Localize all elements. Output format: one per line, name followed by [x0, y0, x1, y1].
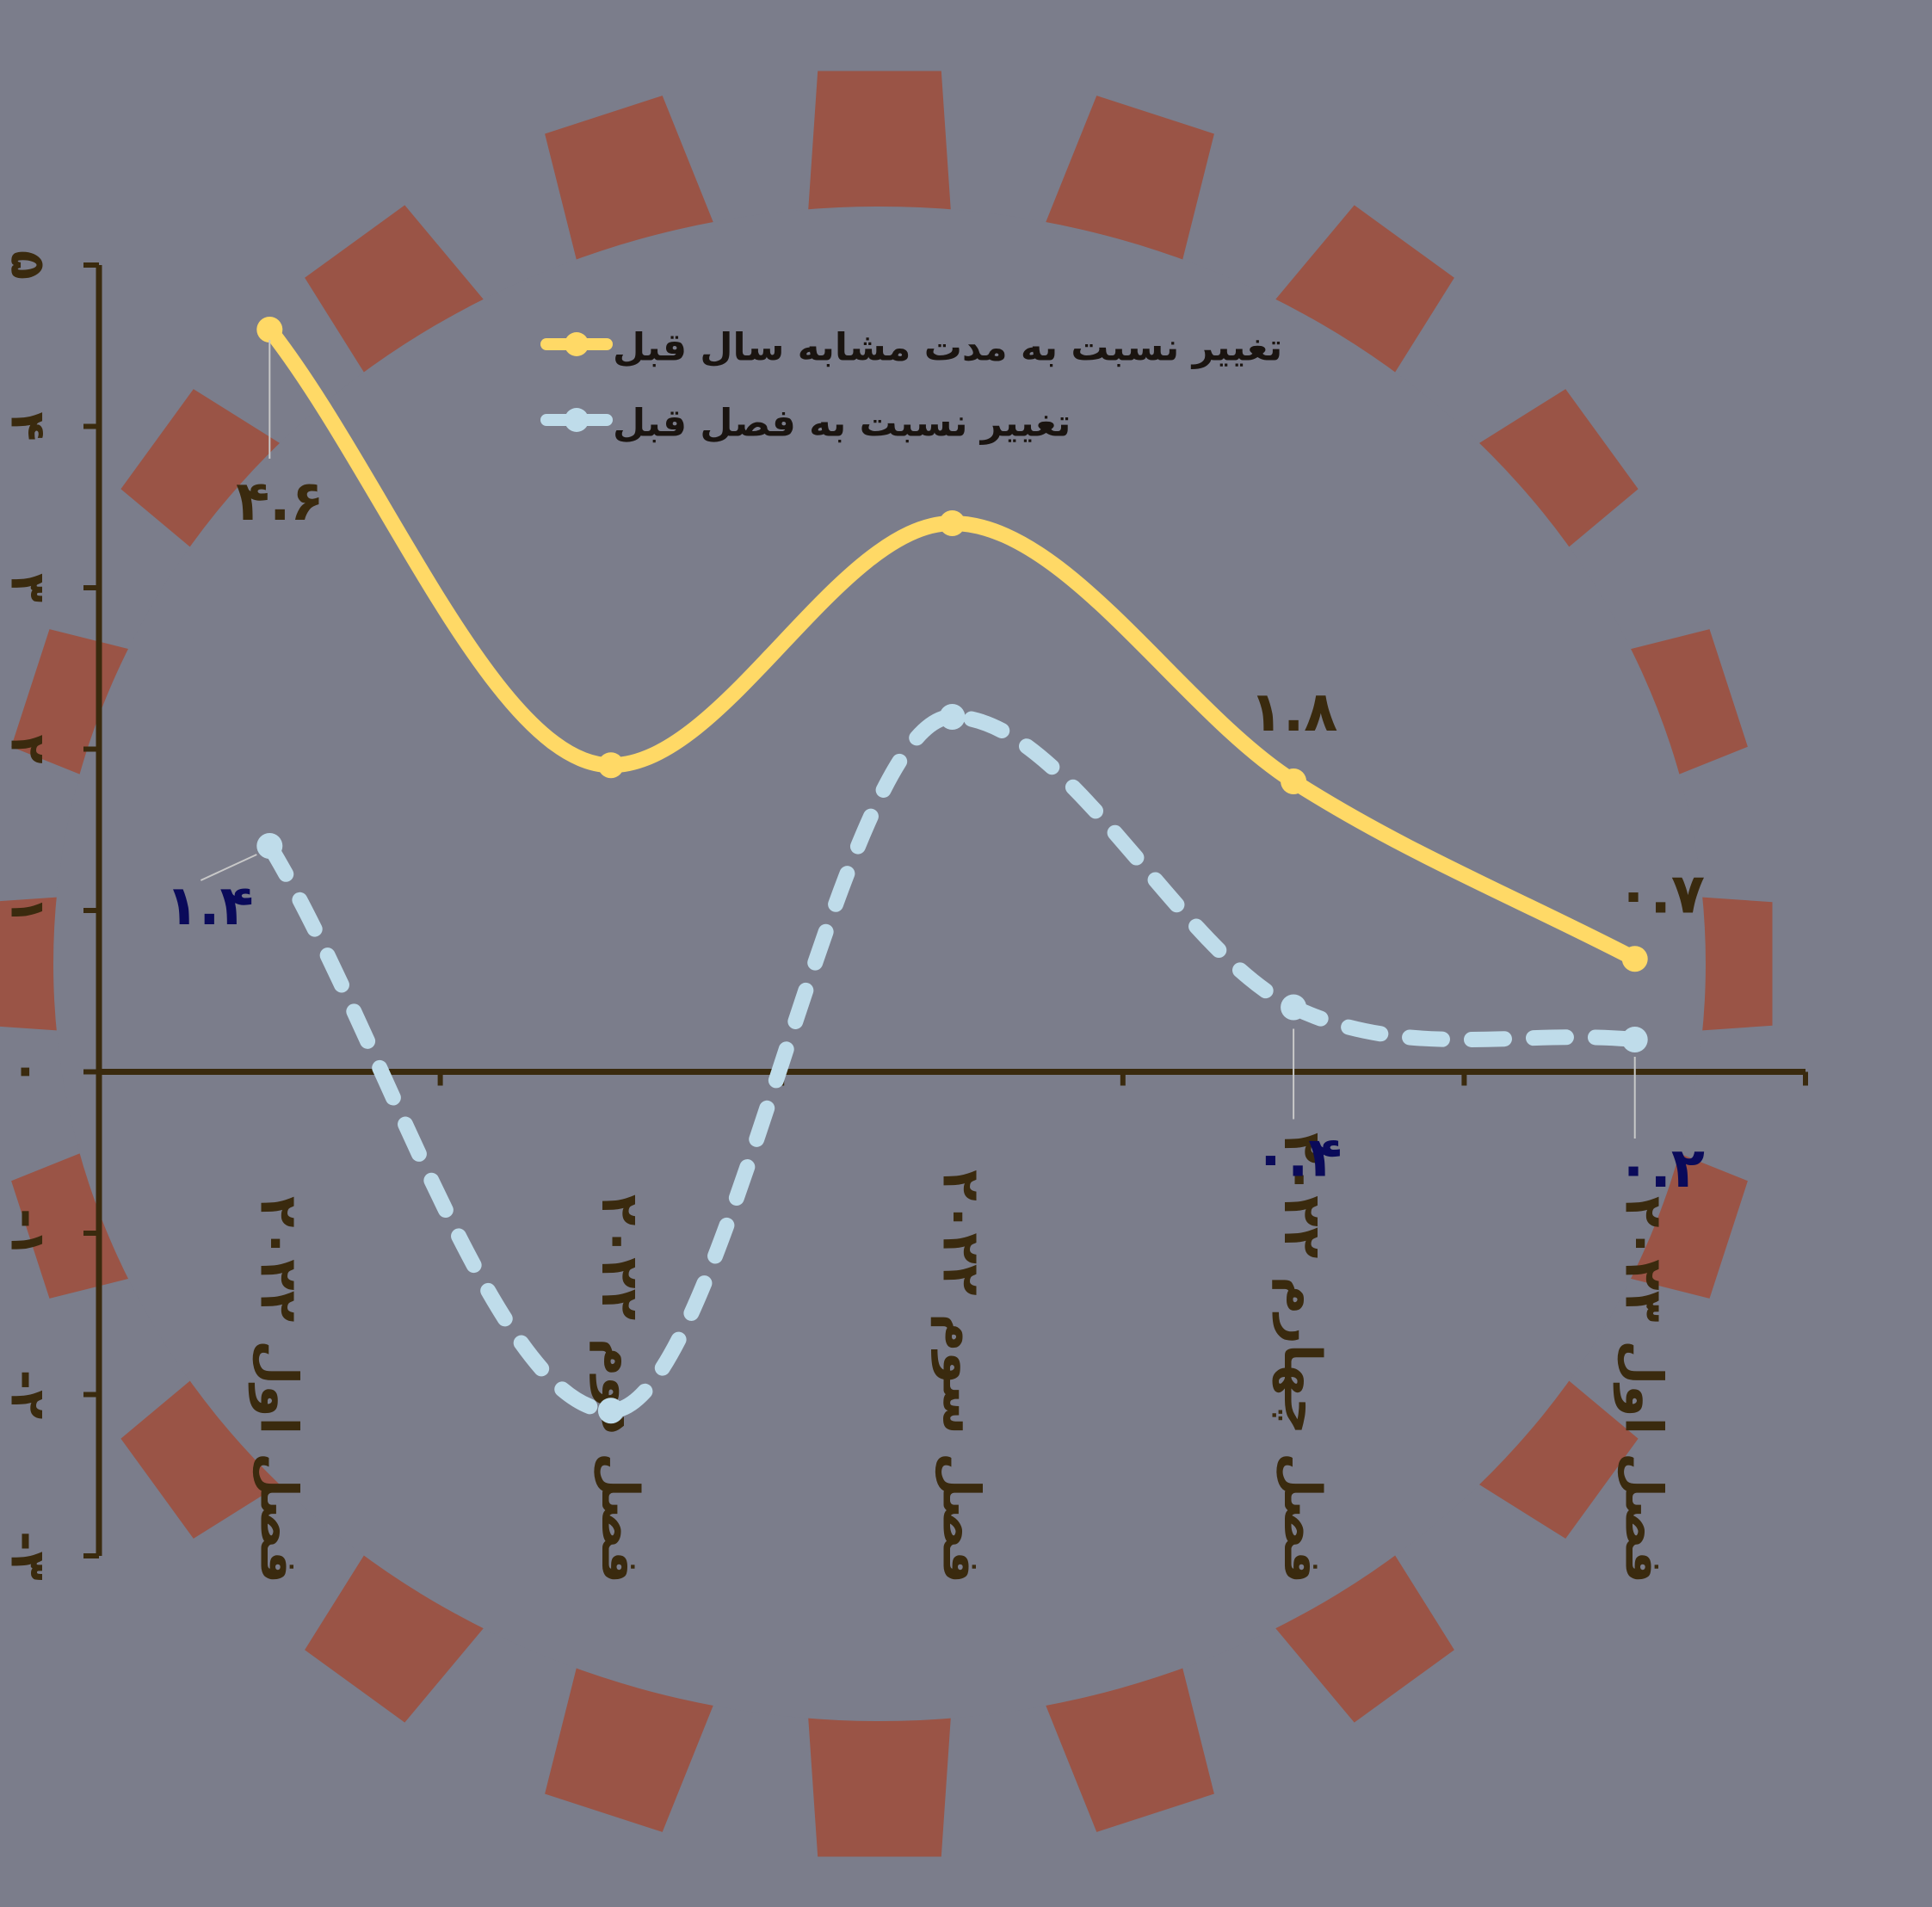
legend-label: تغییر نسبت به مدت مشابه سال قبل	[613, 326, 1282, 370]
series-point	[1621, 946, 1648, 972]
series-point	[1621, 1027, 1648, 1052]
legend-item: تغییر نسبت به مدت مشابه سال قبل	[540, 326, 1282, 370]
y-tick-label: ۲	[0, 734, 56, 763]
series-point	[256, 833, 283, 859]
series-point	[939, 510, 966, 536]
series-line	[262, 322, 1643, 967]
data-label: ۱.۴	[165, 874, 253, 938]
series-point	[597, 1398, 624, 1424]
legend-item: تغییر نسبت به فصل قبل	[540, 402, 1071, 446]
series-point	[597, 752, 624, 779]
y-tick-label: ۱	[0, 896, 56, 925]
legend-swatch-marker	[565, 332, 589, 356]
data-labels: ۴.۶ ۱.۸ ۰.۷ ۱.۴ ۰.۴ ۰.۲	[165, 340, 1705, 1200]
y-tick-label: -۳	[0, 1531, 56, 1580]
data-label: ۴.۶	[236, 470, 324, 534]
chart-legend: تغییر نسبت به مدت مشابه سال قبل تغییر نسب…	[540, 326, 1282, 446]
y-tick-label: -۲	[0, 1370, 56, 1419]
data-label: ۰.۲	[1616, 1137, 1704, 1200]
y-tick-label: ۵	[0, 250, 56, 280]
y-tick-label: ۴	[0, 411, 56, 441]
series-point	[1281, 768, 1307, 794]
legend-label: تغییر نسبت به فصل قبل	[613, 402, 1071, 446]
series-point	[939, 704, 966, 730]
data-label: ۱.۸	[1250, 681, 1337, 744]
gear-hole	[53, 207, 1706, 1721]
x-category-label: فصل سوم ۲۰۲۲	[931, 1170, 991, 1583]
legend-swatch-marker	[565, 408, 589, 432]
series-point	[1281, 994, 1307, 1021]
series-year-over-year	[256, 317, 1648, 972]
data-label: ۰.۷	[1616, 862, 1704, 926]
data-label: ۰.۴	[1254, 1126, 1342, 1190]
series-point	[256, 317, 283, 343]
x-category-label: فصل چهارم ۲۰۲۲	[1272, 1132, 1332, 1583]
x-category-label: فصل اول ۲۰۲۲	[248, 1196, 308, 1583]
chart-series	[256, 317, 1648, 1424]
y-tick-label: ۳	[0, 573, 56, 602]
y-tick-label: ۰	[0, 1057, 56, 1086]
leader-line	[200, 854, 257, 881]
y-tick-label: -۱	[0, 1208, 56, 1257]
series-quarter-over-quarter	[256, 704, 1648, 1424]
gear-background-icon	[0, 71, 1773, 1857]
x-category-label: فصل اول ۲۰۲۳	[1614, 1196, 1674, 1583]
